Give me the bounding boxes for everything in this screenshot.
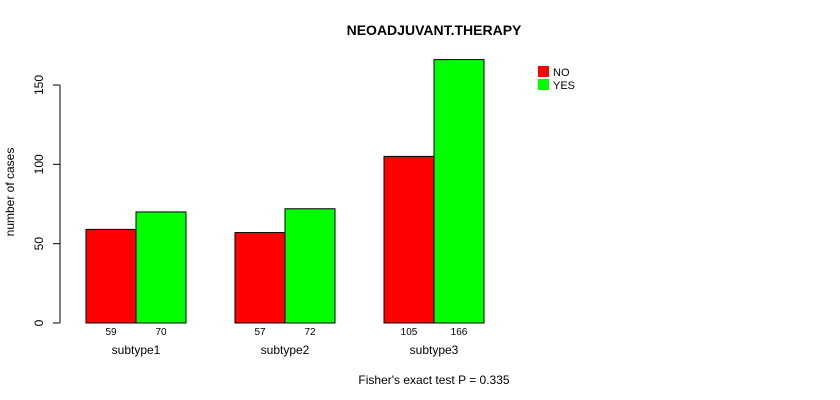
bar-count-label: 59: [105, 327, 117, 338]
y-ticks: 0 50 100 150: [32, 75, 60, 326]
category-label: subtype3: [410, 343, 459, 357]
bar-subtype2-yes: [284, 208, 336, 324]
bars: [85, 59, 485, 324]
y-tick-label: 100: [32, 154, 46, 174]
count-labels: 59 70 57 72 105 166: [105, 327, 467, 338]
bar-subtype1-yes: [135, 211, 187, 324]
y-axis-label: number of cases: [3, 148, 17, 237]
bar-count-label: 166: [451, 327, 468, 338]
y-tick-label: 50: [32, 237, 46, 251]
bar-subtype2-no: [234, 232, 286, 324]
bar-subtype1-no: [85, 228, 137, 324]
y-tick-label: 150: [32, 75, 46, 95]
bar-subtype3-no: [383, 155, 435, 324]
category-label: subtype1: [112, 343, 161, 357]
chart-subtitle: Fisher's exact test P = 0.335: [358, 373, 509, 387]
bar-count-label: 72: [304, 327, 316, 338]
y-tick-label: 0: [32, 319, 46, 326]
legend-swatch-yes: [538, 79, 549, 90]
category-label: subtype2: [261, 343, 310, 357]
legend-label-yes: YES: [553, 80, 575, 92]
legend-label-no: NO: [553, 67, 570, 79]
bar-count-label: 57: [254, 327, 266, 338]
category-labels: subtype1 subtype2 subtype3: [112, 343, 459, 357]
bar-count-label: 70: [155, 327, 167, 338]
chart-title: NEOADJUVANT.THERAPY: [347, 22, 522, 38]
legend-swatch-no: [538, 66, 549, 77]
bar-count-label: 105: [401, 327, 418, 338]
bar-subtype3-yes: [433, 59, 485, 324]
